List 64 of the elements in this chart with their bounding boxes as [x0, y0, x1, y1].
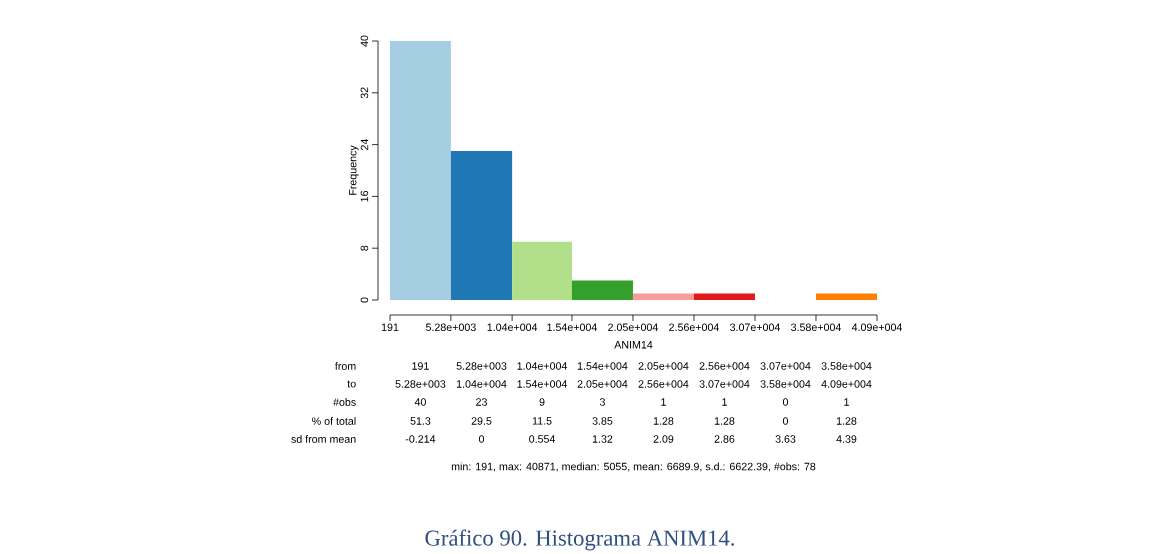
text: 23 [476, 398, 487, 406]
y-axis-title: Frequency [349, 145, 359, 195]
y-tick-label: 0 [360, 297, 369, 303]
text: #obs [333, 398, 356, 406]
y-tick-label: 32 [360, 87, 369, 99]
text: 2.56e+004 [699, 362, 750, 370]
text: 1.28 [653, 417, 674, 425]
x-tick-label: 2.56e+004 [669, 323, 720, 332]
text: 0 [478, 435, 485, 443]
text: 1.04e+004 [456, 380, 507, 388]
text: 2.56e+004 [638, 380, 689, 388]
text: 191 [412, 362, 429, 370]
x-tick-label: 191 [381, 323, 399, 332]
text: 1.32 [592, 435, 613, 443]
x-tick-label: 1.04e+004 [487, 323, 538, 332]
text: 1.28 [836, 417, 857, 425]
text: 51.3 [410, 417, 431, 425]
text: 40 [414, 398, 426, 406]
text: 5.28e+003 [456, 362, 507, 370]
text: 11.5 [532, 417, 552, 425]
text: 0.554 [529, 435, 556, 443]
text: 0 [782, 398, 789, 406]
text: 3.07e+004 [699, 380, 750, 388]
text: 3.07e+004 [760, 362, 811, 370]
x-tick-label: 2.05e+004 [608, 323, 658, 332]
y-tick-label: 24 [360, 138, 369, 150]
text: 5.28e+003 [395, 380, 446, 388]
text: 4.09e+004 [821, 380, 872, 388]
text: Gráfico 90. Histograma ANIM14. [425, 529, 734, 551]
text: 1 [661, 398, 666, 406]
text: 2.86 [714, 435, 735, 443]
x-tick-label: 1.54e+004 [547, 323, 597, 332]
text: 3.58e+004 [760, 380, 811, 388]
text: 1.54e+004 [517, 380, 568, 388]
text: -0.214 [405, 435, 436, 443]
x-tick-label: 3.58e+004 [791, 323, 842, 332]
x-tick-label: 3.07e+004 [730, 323, 781, 332]
x-tick-label: 5.28e+003 [425, 323, 476, 332]
text: 1.28 [714, 417, 735, 425]
text: 3 [599, 398, 605, 406]
text: 29.5 [471, 417, 492, 425]
text: 2.09 [653, 435, 674, 443]
text: from [335, 362, 356, 370]
text: min: 191, max: 40871, median: 5055, mean: 6689.9, s.d.: 6622.39, #obs: 78 [451, 462, 816, 472]
y-tick-label: 40 [360, 35, 369, 47]
text: 1 [844, 398, 849, 406]
text: 4.39 [836, 435, 857, 443]
text: % of total [312, 417, 356, 425]
text: 3.85 [592, 417, 613, 425]
x-axis-title: ANIM14 [614, 341, 653, 349]
text: 1.54e+004 [577, 362, 628, 370]
text: 3.58e+004 [821, 362, 872, 370]
text: 1.04e+004 [517, 362, 568, 370]
text: to [347, 380, 356, 388]
text: sd from mean [291, 435, 356, 443]
y-tick-label: 16 [360, 190, 369, 202]
y-tick-label: 8 [360, 245, 369, 251]
text: 3.63 [775, 435, 796, 443]
text: 1 [722, 398, 727, 406]
x-tick-label: 4.09e+004 [851, 323, 903, 332]
text: 0 [782, 417, 789, 425]
text: 9 [539, 398, 545, 406]
text: 2.05e+004 [638, 362, 689, 370]
text: 2.05e+004 [577, 380, 628, 388]
